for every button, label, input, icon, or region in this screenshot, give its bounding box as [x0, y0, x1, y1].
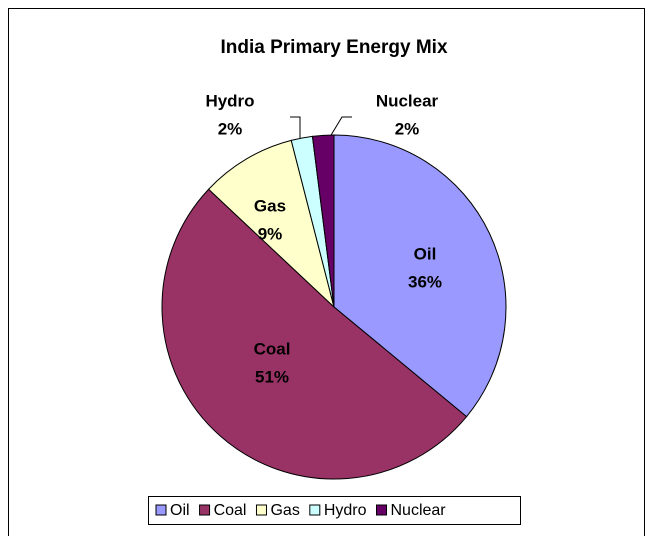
slice-value: 2%: [218, 119, 243, 138]
legend-swatch: [309, 504, 321, 516]
chart-title: India Primary Energy Mix: [220, 37, 447, 58]
slice-value: 2%: [395, 119, 420, 138]
pie-slice: [311, 134, 335, 308]
slice-label: Nuclear: [376, 91, 439, 110]
slice-label: Oil: [414, 244, 437, 263]
pie-slice: [207, 139, 335, 309]
slice-label: Coal: [254, 339, 291, 358]
pie-slice: [333, 134, 507, 418]
pie-slice: [161, 188, 468, 480]
legend-label: Coal: [214, 502, 247, 519]
slice-value: 36%: [408, 272, 442, 291]
legend-label: Hydro: [324, 502, 367, 519]
legend-label: Nuclear: [391, 502, 447, 519]
slice-value: 51%: [255, 367, 289, 386]
slice-label: Gas: [254, 196, 286, 215]
slice-value: 9%: [258, 224, 283, 243]
legend-label: Gas: [270, 502, 299, 519]
legend: [148, 496, 521, 525]
legend-label: Oil: [170, 502, 190, 519]
legend-swatch: [199, 504, 211, 516]
legend-swatch: [255, 504, 267, 516]
slice-label: Hydro: [205, 91, 254, 110]
legend-swatch: [376, 504, 387, 516]
legend-swatch: [155, 504, 167, 516]
